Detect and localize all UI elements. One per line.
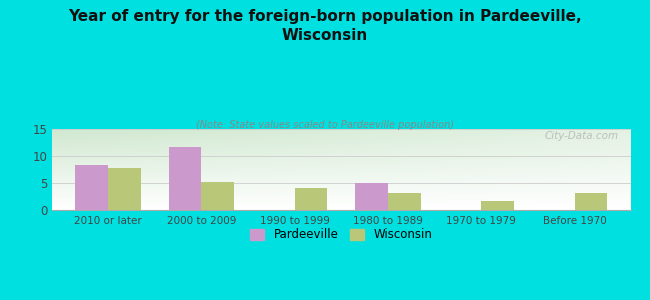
Bar	[575, 193, 607, 210]
Bar	[75, 165, 108, 210]
Legend: Pardeeville, Wisconsin: Pardeeville, Wisconsin	[245, 224, 437, 246]
Bar	[388, 193, 421, 210]
Bar	[481, 201, 514, 210]
Bar	[202, 182, 234, 210]
Bar	[168, 147, 202, 210]
Text: Year of entry for the foreign-born population in Pardeeville,
Wisconsin: Year of entry for the foreign-born popul…	[68, 9, 582, 43]
Bar	[108, 168, 140, 210]
Bar	[294, 188, 327, 210]
Text: City-Data.com: City-Data.com	[545, 131, 619, 141]
Bar	[356, 183, 388, 210]
Text: (Note: State values scaled to Pardeeville population): (Note: State values scaled to Pardeevill…	[196, 120, 454, 130]
